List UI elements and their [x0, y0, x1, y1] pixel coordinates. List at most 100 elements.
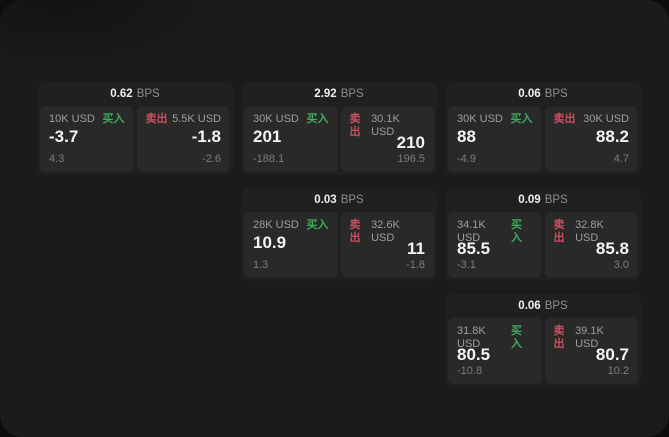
sell-size-label: 39.1K USD [575, 325, 604, 350]
bps-value: 0.03 [314, 194, 337, 206]
panel-row: 28K USD 买入 10.9 1.3 卖出 32.6K USD 11 -1.8 [241, 212, 437, 281]
sell-sub-value: 4.7 [613, 153, 629, 165]
sell-sub-value: 10.2 [607, 365, 629, 377]
buy-panel[interactable]: 31.8K USD 买入 80.5 -10.8 [448, 318, 542, 384]
buy-price: 201 [253, 126, 282, 146]
quote-card: 0.09 BPS 34.1K USD 买入 85.5 -3.1 卖出 32.8K… [445, 188, 641, 281]
bps-value: 0.06 [518, 88, 541, 100]
buy-size-label: 30K USD [253, 113, 299, 125]
buy-panel[interactable]: 30K USD 买入 88 -4.9 [448, 106, 542, 172]
panel-top: 卖出 5.5K USD [146, 113, 222, 126]
panel-row: 30K USD 买入 201 -188.1 卖出 30.1K USD 210 1… [241, 106, 437, 175]
quote-card: 0.03 BPS 28K USD 买入 10.9 1.3 卖出 32.6K US… [241, 188, 437, 281]
buy-side-label: 买入 [510, 219, 522, 244]
sell-side-label: 卖出 [349, 113, 361, 138]
sell-side-label: 卖出 [349, 219, 361, 244]
panel-top: 卖出 39.1K USD [554, 325, 630, 351]
sell-side-label: 卖出 [553, 219, 565, 244]
bps-unit: BPS [544, 88, 568, 100]
panel-row: 10K USD 买入 -3.7 4.3 卖出 5.5K USD -1.8 -2.… [37, 106, 233, 175]
panel-top: 30K USD 买入 [457, 113, 533, 126]
buy-side-label: 买入 [306, 219, 329, 231]
panel-top: 31.8K USD 买入 [457, 325, 533, 351]
panel-row: 34.1K USD 买入 85.5 -3.1 卖出 32.8K USD 85.8… [445, 212, 641, 281]
bps-header: 0.62 BPS [37, 82, 233, 106]
sell-side-label: 卖出 [553, 325, 565, 350]
quote-card: 0.06 BPS 30K USD 买入 88 -4.9 卖出 30K USD [445, 82, 641, 175]
buy-price: -3.7 [49, 126, 79, 146]
bps-value: 0.06 [518, 300, 541, 312]
bps-unit: BPS [136, 88, 160, 100]
buy-panel[interactable]: 34.1K USD 买入 85.5 -3.1 [448, 212, 542, 278]
sell-panel[interactable]: 卖出 32.8K USD 85.8 3.0 [544, 212, 638, 278]
bps-value: 0.09 [518, 194, 541, 206]
sell-sub-value: 196.5 [397, 153, 425, 165]
panel-top: 34.1K USD 买入 [457, 219, 533, 245]
sell-panel[interactable]: 卖出 30K USD 88.2 4.7 [544, 106, 638, 172]
buy-side-label: 买入 [510, 325, 522, 350]
panel-top: 30K USD 买入 [253, 113, 329, 126]
buy-price: 88 [457, 126, 476, 146]
sell-panel[interactable]: 卖出 39.1K USD 80.7 10.2 [544, 318, 638, 384]
bps-unit: BPS [544, 300, 568, 312]
buy-side-label: 买入 [306, 113, 329, 125]
bps-header: 0.09 BPS [445, 188, 641, 212]
buy-price: 85.5 [457, 239, 491, 258]
sell-size-label: 32.6K USD [371, 219, 400, 244]
buy-panel[interactable]: 28K USD 买入 10.9 1.3 [244, 212, 338, 278]
buy-price: 10.9 [253, 232, 287, 252]
panel-top: 卖出 30.1K USD [350, 113, 426, 139]
quote-card: 0.62 BPS 10K USD 买入 -3.7 4.3 卖出 5.5K USD [37, 82, 233, 175]
panel-row: 30K USD 买入 88 -4.9 卖出 30K USD 88.2 4.7 [445, 106, 641, 175]
buy-size-label: 10K USD [49, 113, 95, 125]
sell-size-label: 30K USD [583, 113, 629, 125]
sell-size-label: 30.1K USD [371, 113, 400, 138]
panel-top: 卖出 30K USD [554, 113, 630, 126]
panel-top: 10K USD 买入 [49, 113, 125, 126]
bps-unit: BPS [340, 194, 364, 206]
sell-sub-value: 3.0 [613, 259, 629, 271]
buy-size-label: 34.1K USD [457, 219, 486, 244]
bps-value: 2.92 [314, 88, 337, 100]
buy-size-label: 30K USD [457, 113, 503, 125]
sell-panel[interactable]: 卖出 32.6K USD 11 -1.8 [340, 212, 434, 278]
sell-sub-value: -1.8 [406, 259, 425, 271]
panel-row: 31.8K USD 买入 80.5 -10.8 卖出 39.1K USD 80.… [445, 318, 641, 387]
bps-header: 2.92 BPS [241, 82, 437, 106]
buy-panel[interactable]: 30K USD 买入 201 -188.1 [244, 106, 338, 172]
buy-size-label: 28K USD [253, 219, 299, 231]
bps-header: 0.06 BPS [445, 82, 641, 106]
buy-side-label: 买入 [510, 113, 533, 125]
sell-side-label: 卖出 [145, 113, 168, 125]
sell-price: 210 [396, 133, 425, 152]
sell-side-label: 卖出 [553, 113, 576, 125]
buy-sub-value: -10.8 [457, 365, 483, 377]
sell-panel[interactable]: 卖出 30.1K USD 210 196.5 [340, 106, 434, 172]
quote-card: 2.92 BPS 30K USD 买入 201 -188.1 卖出 30.1K … [241, 82, 437, 175]
buy-sub-value: 4.3 [49, 153, 65, 165]
sell-panel[interactable]: 卖出 5.5K USD -1.8 -2.6 [136, 106, 230, 172]
buy-sub-value: -4.9 [457, 153, 476, 165]
sell-price: 85.8 [595, 239, 629, 258]
quote-grid: 0.62 BPS 10K USD 买入 -3.7 4.3 卖出 5.5K USD [37, 82, 641, 387]
sell-size-label: 32.8K USD [575, 219, 604, 244]
bps-value: 0.62 [110, 88, 133, 100]
sell-price: 11 [407, 239, 425, 258]
sell-price: -1.8 [191, 126, 221, 146]
quote-card: 0.06 BPS 31.8K USD 买入 80.5 -10.8 卖出 39.1… [445, 294, 641, 387]
buy-price: 80.5 [457, 345, 491, 364]
buy-size-label: 31.8K USD [457, 325, 486, 350]
buy-panel[interactable]: 10K USD 买入 -3.7 4.3 [40, 106, 134, 172]
bps-unit: BPS [544, 194, 568, 206]
buy-side-label: 买入 [102, 113, 125, 125]
buy-sub-value: 1.3 [253, 259, 269, 271]
sell-price: 88.2 [595, 126, 629, 146]
bps-header: 0.03 BPS [241, 188, 437, 212]
bps-unit: BPS [340, 88, 364, 100]
bps-header: 0.06 BPS [445, 294, 641, 318]
sell-sub-value: -2.6 [202, 153, 221, 165]
panel-top: 28K USD 买入 [253, 219, 329, 232]
buy-sub-value: -188.1 [253, 153, 285, 165]
sell-price: 80.7 [595, 345, 629, 364]
